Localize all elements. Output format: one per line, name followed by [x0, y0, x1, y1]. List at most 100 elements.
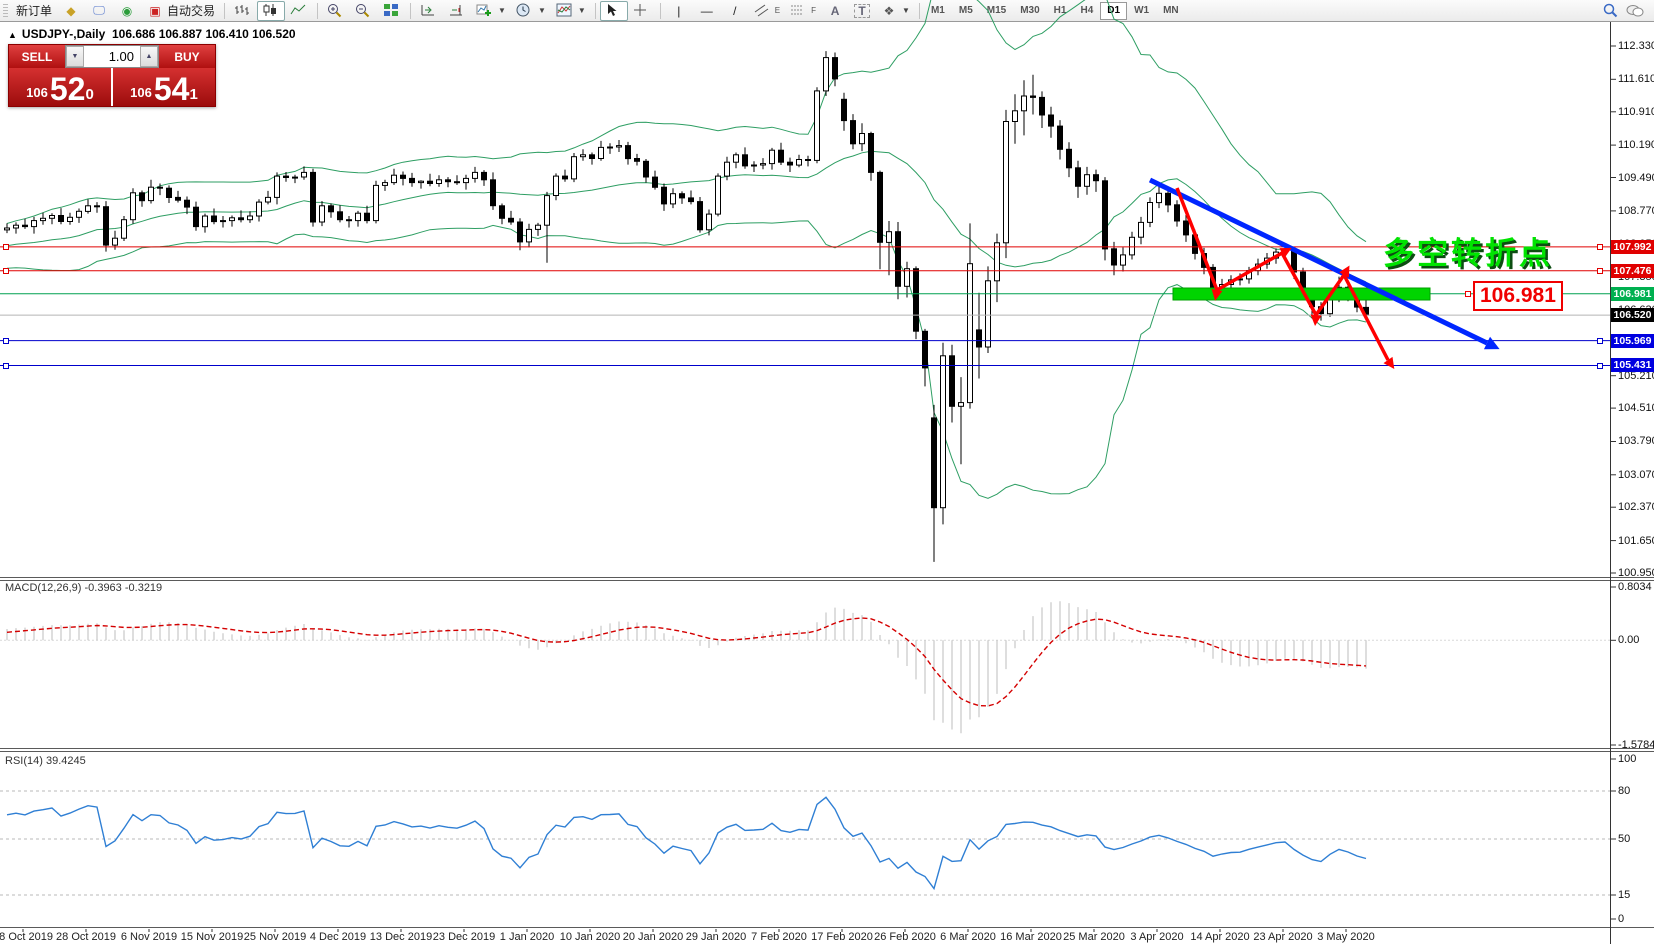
line-handle[interactable]: [3, 362, 9, 369]
annotation-text[interactable]: 多空转折点: [1383, 236, 1553, 271]
buy-button[interactable]: BUY: [159, 45, 215, 68]
sell-price[interactable]: 106 52 0: [9, 68, 111, 106]
add-indicator-button[interactable]: ▼: [471, 1, 511, 21]
timeframe-MN[interactable]: MN: [1163, 5, 1179, 16]
zigzag-arrowhead: [1310, 314, 1322, 326]
new-order-label: 新订单: [16, 4, 53, 18]
date-axis-label: 6 Mar 2020: [940, 931, 996, 943]
horizontal-line-icon: —: [700, 3, 713, 18]
price-badge-106.981: 106.981: [1611, 287, 1654, 301]
chart-shift-icon: [421, 4, 435, 15]
date-axis-label: 15 Nov 2019: [180, 931, 244, 943]
zigzag-arrowhead: [1383, 356, 1395, 370]
crosshair-icon: [633, 3, 646, 16]
clock-icon: [516, 3, 530, 16]
zoom-out-button[interactable]: [350, 1, 378, 21]
sell-button[interactable]: SELL: [9, 45, 65, 68]
price-box-handle[interactable]: [1465, 290, 1471, 297]
line-chart-icon: [290, 4, 306, 14]
text-tool-icon: A: [830, 3, 840, 18]
rsi-label: RSI(14) 39.4245: [5, 755, 86, 767]
resistance-trendline[interactable]: [1148, 177, 1489, 346]
price-axis-border: [1610, 22, 1611, 944]
timeframe-W1[interactable]: W1: [1134, 5, 1150, 16]
dropdown-caret-icon: ▼: [577, 6, 586, 15]
cursor-icon: [607, 3, 617, 16]
volume-input[interactable]: [84, 46, 140, 67]
panel-divider[interactable]: [0, 748, 1654, 752]
toolbar-grip[interactable]: [3, 3, 8, 18]
line-handle[interactable]: [3, 267, 9, 274]
period-button[interactable]: ▼: [511, 1, 551, 21]
line-handle[interactable]: [1597, 337, 1603, 344]
trendline-tool-button[interactable]: /: [721, 1, 749, 21]
date-axis-label: 4 Dec 2019: [309, 931, 367, 943]
chart-title: ▲ USDJPY-,Daily 106.686 106.887 106.410 1…: [8, 27, 296, 41]
auto-scroll-button[interactable]: [443, 1, 471, 21]
terminal-icon[interactable]: 🖵: [85, 1, 113, 21]
price-path-arrow[interactable]: [1175, 187, 1390, 361]
panel-divider[interactable]: [0, 577, 1654, 581]
chat-icon[interactable]: [1626, 4, 1644, 18]
volume-decrease-button[interactable]: ▼: [66, 46, 84, 67]
search-icon[interactable]: [1603, 3, 1618, 18]
main-toolbar: 新订单 ◆ 🖵 ◉ ▣ 自动交易 ▼ ▼ ▼ | — / E F A T ❖ ▼: [0, 0, 1654, 22]
price-axis-label: 103.790: [1618, 435, 1654, 447]
volume-increase-button[interactable]: ▲: [140, 46, 158, 67]
fibonacci-tool-button[interactable]: F: [785, 1, 821, 21]
separator: [410, 2, 412, 19]
line-handle[interactable]: [1597, 243, 1603, 250]
line-handle[interactable]: [1597, 267, 1603, 274]
new-order-button[interactable]: 新订单: [11, 1, 57, 21]
bar-chart-button[interactable]: [229, 1, 257, 21]
price-axis-label: 101.650: [1618, 535, 1654, 547]
timeframe-M1[interactable]: M1: [930, 5, 945, 16]
strategy-tester-icon[interactable]: ◉: [113, 1, 141, 21]
text-label-tool-button[interactable]: T: [849, 1, 875, 21]
rsi-axis-label: 50: [1618, 833, 1631, 845]
symbol-triangle-icon: ▲: [8, 30, 17, 40]
candlestick-chart-button[interactable]: [257, 0, 286, 21]
separator: [317, 2, 319, 19]
price-axis-label: 108.770: [1618, 205, 1654, 217]
trendline-arrowhead: [1483, 336, 1500, 350]
buy-price[interactable]: 106 54 1: [113, 68, 215, 106]
crosshair-tool-button[interactable]: [628, 1, 656, 21]
macd-axis-label: 0.00: [1618, 634, 1640, 646]
macd-label: MACD(12,26,9) -0.3963 -0.3219: [5, 582, 163, 594]
bollinger-middle-band: [6, 150, 1367, 283]
text-tool-button[interactable]: A: [821, 1, 849, 21]
market-watch-icon[interactable]: ◆: [57, 1, 85, 21]
price-badge-105.969: 105.969: [1611, 334, 1654, 348]
price-level-label[interactable]: 106.981: [1473, 281, 1563, 311]
candlestick-chart-icon: [263, 3, 277, 16]
date-axis-label: 1 Jan 2020: [499, 931, 555, 943]
template-button[interactable]: ▼: [551, 1, 591, 21]
tile-windows-button[interactable]: [378, 1, 406, 21]
channel-tool-button[interactable]: E: [749, 1, 785, 21]
cursor-tool-button[interactable]: [599, 0, 628, 21]
chart-shift-button[interactable]: [415, 1, 443, 21]
line-handle[interactable]: [1597, 362, 1603, 369]
horizontal-line-tool-button[interactable]: —: [693, 1, 721, 21]
auto-trading-button[interactable]: ▣ 自动交易: [141, 1, 220, 21]
timeframe-M5[interactable]: M5: [958, 5, 973, 16]
line-chart-button[interactable]: [285, 1, 313, 21]
template-icon: [556, 3, 572, 16]
volume-control: ▼ ▲: [65, 45, 159, 68]
gold-diamond-icon: ◆: [66, 3, 76, 18]
timeframe-M15[interactable]: M15: [986, 5, 1007, 16]
zoom-in-icon: [328, 3, 342, 17]
zoom-in-button[interactable]: [322, 1, 350, 21]
timeframe-H4[interactable]: H4: [1080, 5, 1094, 16]
date-axis-label: 7 Feb 2020: [751, 931, 807, 943]
vertical-line-tool-button[interactable]: |: [665, 1, 693, 21]
channel-letter: E: [774, 6, 781, 15]
timeframe-H1[interactable]: H1: [1053, 5, 1067, 16]
line-handle[interactable]: [3, 243, 9, 250]
timeframe-M30[interactable]: M30: [1020, 5, 1040, 16]
date-axis-label: 23 Apr 2020: [1253, 931, 1313, 943]
arrows-tool-button[interactable]: ❖ ▼: [875, 1, 915, 21]
line-handle[interactable]: [3, 337, 9, 344]
